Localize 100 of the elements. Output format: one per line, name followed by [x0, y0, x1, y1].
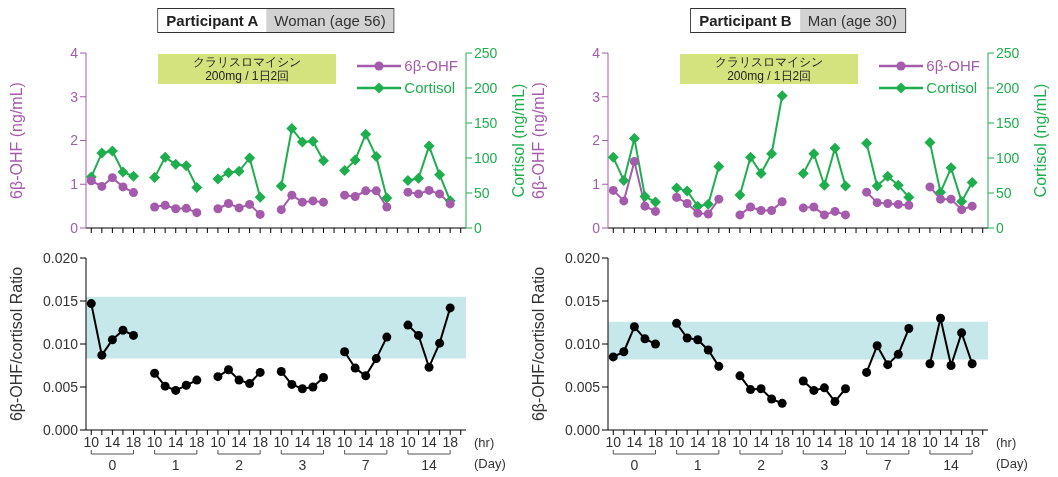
text: 3 — [298, 457, 307, 473]
point — [117, 166, 129, 178]
x-tick-label: 10 — [210, 433, 226, 450]
point — [756, 384, 766, 394]
point — [128, 170, 139, 182]
point — [403, 320, 413, 330]
point — [339, 165, 351, 177]
point — [275, 180, 287, 192]
point — [445, 303, 455, 313]
point — [414, 189, 423, 199]
point — [424, 185, 434, 195]
text: 14 — [943, 457, 960, 473]
x-tick-label: 10 — [732, 433, 748, 450]
y-axis-title: 6β-OHF (ng/mL) — [7, 82, 25, 199]
point — [350, 363, 360, 373]
point — [830, 397, 840, 407]
x-tick-label: 14 — [104, 433, 121, 450]
point — [936, 194, 945, 204]
point — [223, 167, 234, 179]
point — [608, 151, 619, 163]
point — [297, 384, 307, 394]
note-box: クラリスロマイシン 200mg / 1日2回 — [158, 54, 337, 84]
point — [936, 313, 945, 323]
point — [628, 132, 640, 144]
point — [192, 208, 202, 218]
point — [86, 176, 96, 186]
y2-tick-label: 200 — [474, 79, 498, 96]
point — [180, 160, 192, 172]
x-tick-label: 18 — [379, 433, 395, 450]
point — [672, 192, 682, 202]
point — [171, 385, 181, 395]
point — [841, 384, 850, 394]
chart-subtitle: Woman (age 56) — [266, 9, 394, 32]
point — [297, 197, 307, 207]
x-tick-label: 18 — [315, 433, 332, 450]
point — [882, 170, 894, 182]
chart-title: Participant A — [158, 9, 267, 32]
point — [434, 169, 446, 181]
point — [213, 372, 223, 382]
point — [308, 382, 318, 392]
point — [746, 385, 755, 395]
x-tick-label: 10 — [146, 433, 163, 450]
point — [693, 208, 703, 218]
point — [181, 203, 191, 213]
point — [830, 206, 840, 216]
y-tick-label: 1 — [70, 176, 79, 193]
x-tick-label: 18 — [774, 433, 791, 450]
x-tick-label: 10 — [83, 433, 100, 450]
y-tick-label: 0.005 — [564, 378, 601, 395]
point — [883, 199, 893, 208]
note-box: クラリスロマイシン 200mg / 1日2回 — [680, 54, 859, 84]
y-axis-title: 6β-OHF/cortisol Ratio — [7, 266, 25, 422]
x-tick-label: 10 — [668, 433, 685, 450]
point — [171, 204, 181, 214]
point — [925, 359, 935, 369]
point — [160, 200, 170, 210]
text: 0 — [630, 457, 639, 473]
point — [904, 324, 914, 334]
point — [276, 367, 286, 377]
point — [296, 136, 308, 148]
text: 14 — [421, 457, 438, 473]
y-tick-label: 0.005 — [42, 378, 79, 395]
point — [360, 128, 372, 140]
y2-tick-label: 50 — [474, 184, 490, 201]
point — [255, 367, 265, 377]
point — [234, 203, 244, 213]
text: (hr) — [996, 435, 1017, 450]
point — [714, 361, 724, 371]
point — [777, 398, 787, 408]
point — [245, 379, 255, 389]
point — [629, 157, 639, 166]
point — [946, 361, 956, 370]
point — [871, 180, 883, 192]
point — [735, 210, 745, 220]
point — [682, 333, 692, 343]
y-tick-label: 0 — [592, 219, 601, 236]
point — [819, 210, 829, 220]
legend-label: 6β-OHF — [404, 56, 458, 76]
point — [608, 185, 618, 195]
point — [340, 190, 350, 200]
point — [703, 345, 713, 355]
point — [307, 135, 319, 147]
y2-tick-label: 50 — [996, 184, 1012, 201]
point — [618, 174, 630, 186]
y-tick-label: 0.015 — [564, 292, 601, 309]
point — [150, 202, 160, 212]
point — [245, 199, 255, 209]
point — [350, 192, 360, 201]
point — [809, 385, 819, 395]
y-tick-label: 0.010 — [564, 335, 601, 352]
y2-tick-label: 150 — [474, 114, 498, 131]
point — [872, 198, 882, 208]
point — [862, 187, 872, 197]
point — [224, 365, 233, 375]
y-tick-label: 4 — [70, 44, 79, 61]
point — [181, 380, 191, 390]
point — [276, 205, 286, 215]
legend-label: 6β-OHF — [926, 56, 980, 76]
point — [86, 299, 96, 309]
point — [651, 206, 660, 216]
